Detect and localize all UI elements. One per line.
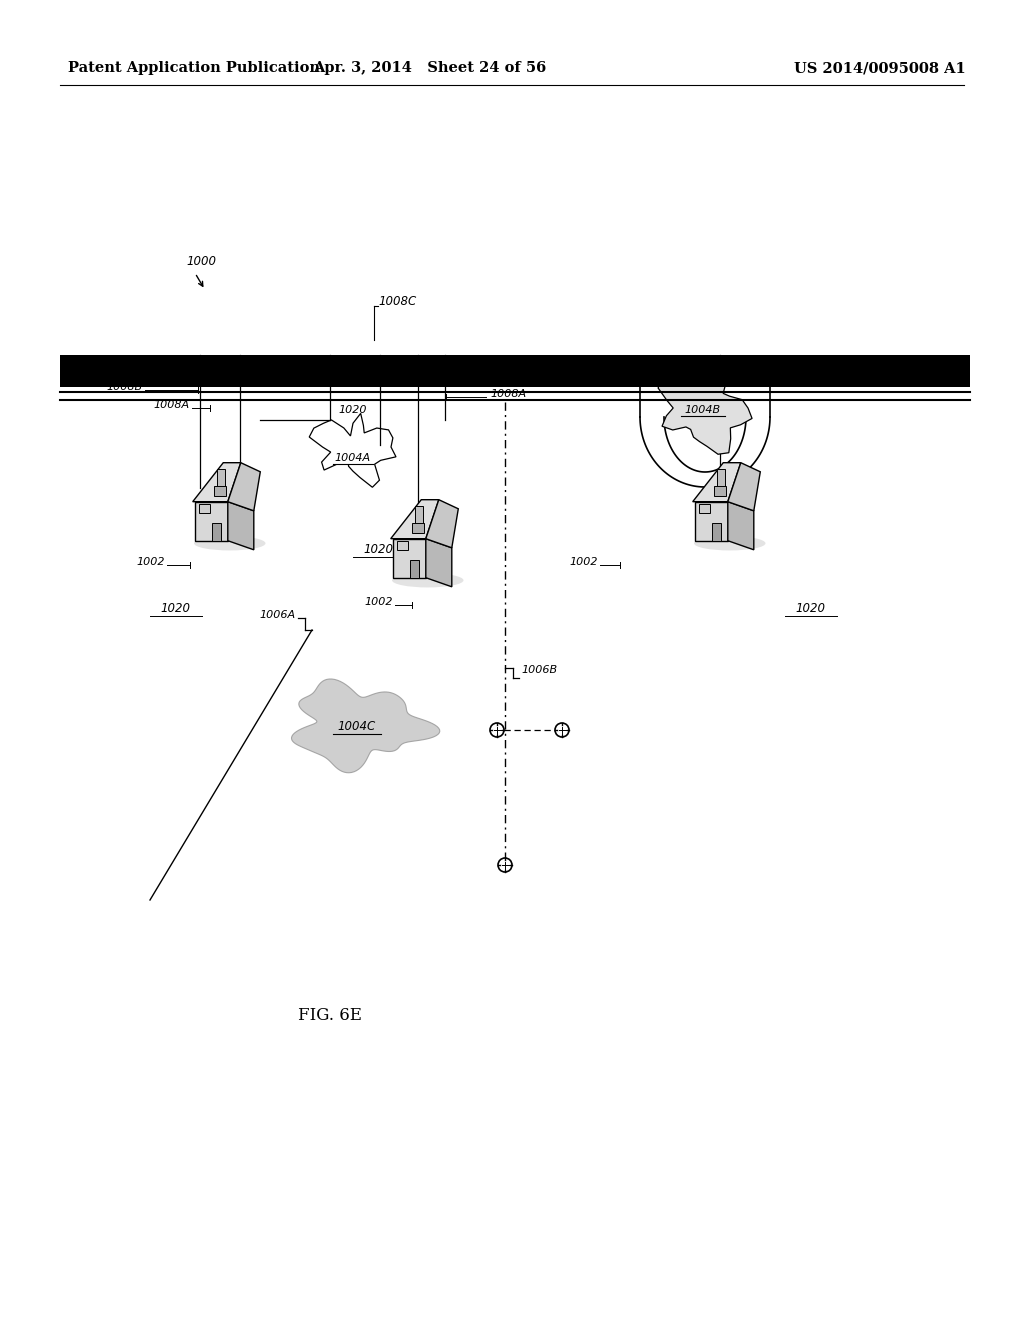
Polygon shape xyxy=(695,502,728,541)
Bar xyxy=(714,486,726,496)
Polygon shape xyxy=(217,469,225,487)
Polygon shape xyxy=(397,541,408,549)
Circle shape xyxy=(555,723,569,737)
Text: 1008B: 1008B xyxy=(106,381,143,392)
Polygon shape xyxy=(692,463,740,502)
Text: 1020: 1020 xyxy=(362,543,393,556)
Text: US 2014/0095008 A1: US 2014/0095008 A1 xyxy=(795,61,966,75)
Polygon shape xyxy=(699,504,710,512)
Polygon shape xyxy=(227,502,254,550)
Polygon shape xyxy=(658,370,752,454)
Polygon shape xyxy=(292,678,439,772)
Polygon shape xyxy=(426,500,459,548)
Polygon shape xyxy=(200,504,210,512)
Text: 1008A: 1008A xyxy=(490,389,526,399)
Text: 1000: 1000 xyxy=(186,255,216,268)
Ellipse shape xyxy=(694,536,766,550)
Circle shape xyxy=(498,858,512,873)
Text: Patent Application Publication: Patent Application Publication xyxy=(68,61,319,75)
Polygon shape xyxy=(193,463,241,502)
Polygon shape xyxy=(393,539,426,578)
Polygon shape xyxy=(212,523,221,541)
Polygon shape xyxy=(426,539,452,587)
Polygon shape xyxy=(713,523,721,541)
Text: 1006B: 1006B xyxy=(521,665,557,675)
Text: 1020: 1020 xyxy=(160,602,190,615)
Polygon shape xyxy=(717,469,725,487)
Polygon shape xyxy=(391,500,439,539)
Text: 1020: 1020 xyxy=(338,405,367,414)
Text: 1004C: 1004C xyxy=(338,719,376,733)
Circle shape xyxy=(490,723,504,737)
Text: 1008C: 1008C xyxy=(378,294,416,308)
Text: 1020: 1020 xyxy=(795,602,825,615)
Text: 1008A: 1008A xyxy=(154,400,190,411)
Polygon shape xyxy=(728,463,760,511)
Text: 1004A: 1004A xyxy=(335,453,371,463)
Polygon shape xyxy=(196,502,227,541)
Text: FIG. 6E: FIG. 6E xyxy=(298,1007,362,1024)
Ellipse shape xyxy=(194,536,265,550)
Bar xyxy=(412,523,424,533)
Ellipse shape xyxy=(392,573,464,587)
Polygon shape xyxy=(411,560,419,578)
Text: 1006A: 1006A xyxy=(260,610,296,620)
Polygon shape xyxy=(728,502,754,550)
Text: Apr. 3, 2014   Sheet 24 of 56: Apr. 3, 2014 Sheet 24 of 56 xyxy=(313,61,547,75)
Text: 1008A: 1008A xyxy=(760,370,796,379)
Polygon shape xyxy=(227,463,260,511)
Text: 1002: 1002 xyxy=(569,557,598,568)
Text: 1002: 1002 xyxy=(136,557,165,568)
Bar xyxy=(60,355,970,387)
Text: 1004B: 1004B xyxy=(685,405,721,414)
Polygon shape xyxy=(415,506,423,524)
Bar xyxy=(214,486,226,496)
Text: 1002: 1002 xyxy=(365,597,393,607)
